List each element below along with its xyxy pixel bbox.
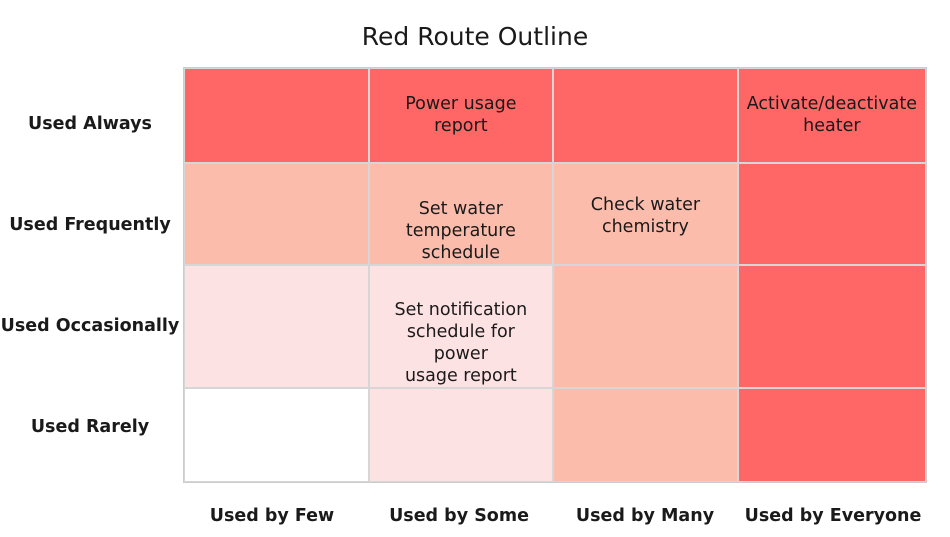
grid-cell-always-many xyxy=(553,68,738,163)
row-label-occasionally: Used Occasionally xyxy=(0,316,180,336)
row-label-frequently: Used Frequently xyxy=(9,215,171,235)
grid-cell-occasionally-some: Set notification schedule for power usag… xyxy=(368,264,554,388)
col-label-few: Used by Few xyxy=(209,506,335,526)
red-route-grid: Power usage report Activate/deactivate h… xyxy=(183,67,927,483)
col-label-many: Used by Many xyxy=(575,506,715,526)
grid-cell-occasionally-everyone xyxy=(737,264,926,388)
grid-cell-always-some: Power usage report xyxy=(368,68,554,163)
grid-cell-rarely-some xyxy=(368,387,554,482)
col-label-some: Used by Some xyxy=(389,506,529,526)
diagram-title: Red Route Outline xyxy=(361,22,589,51)
grid-cell-rarely-everyone xyxy=(737,387,926,482)
col-label-everyone: Used by Everyone xyxy=(744,506,922,526)
grid-cell-rarely-few xyxy=(184,387,369,482)
row-label-always: Used Always xyxy=(28,114,152,134)
row-label-rarely: Used Rarely xyxy=(30,417,150,437)
grid-cell-always-few xyxy=(184,68,369,163)
grid-cell-rarely-many xyxy=(553,387,738,482)
grid-cell-occasionally-few xyxy=(184,264,369,388)
grid-cell-frequently-everyone xyxy=(737,162,926,265)
grid-cell-frequently-many: Check water chemistry xyxy=(553,162,738,265)
grid-cell-frequently-few xyxy=(184,162,369,265)
grid-cell-always-everyone: Activate/deactivate heater xyxy=(737,68,926,163)
grid-cell-occasionally-many xyxy=(553,264,738,388)
grid-cell-frequently-some: Set water temperature schedule xyxy=(368,162,554,265)
